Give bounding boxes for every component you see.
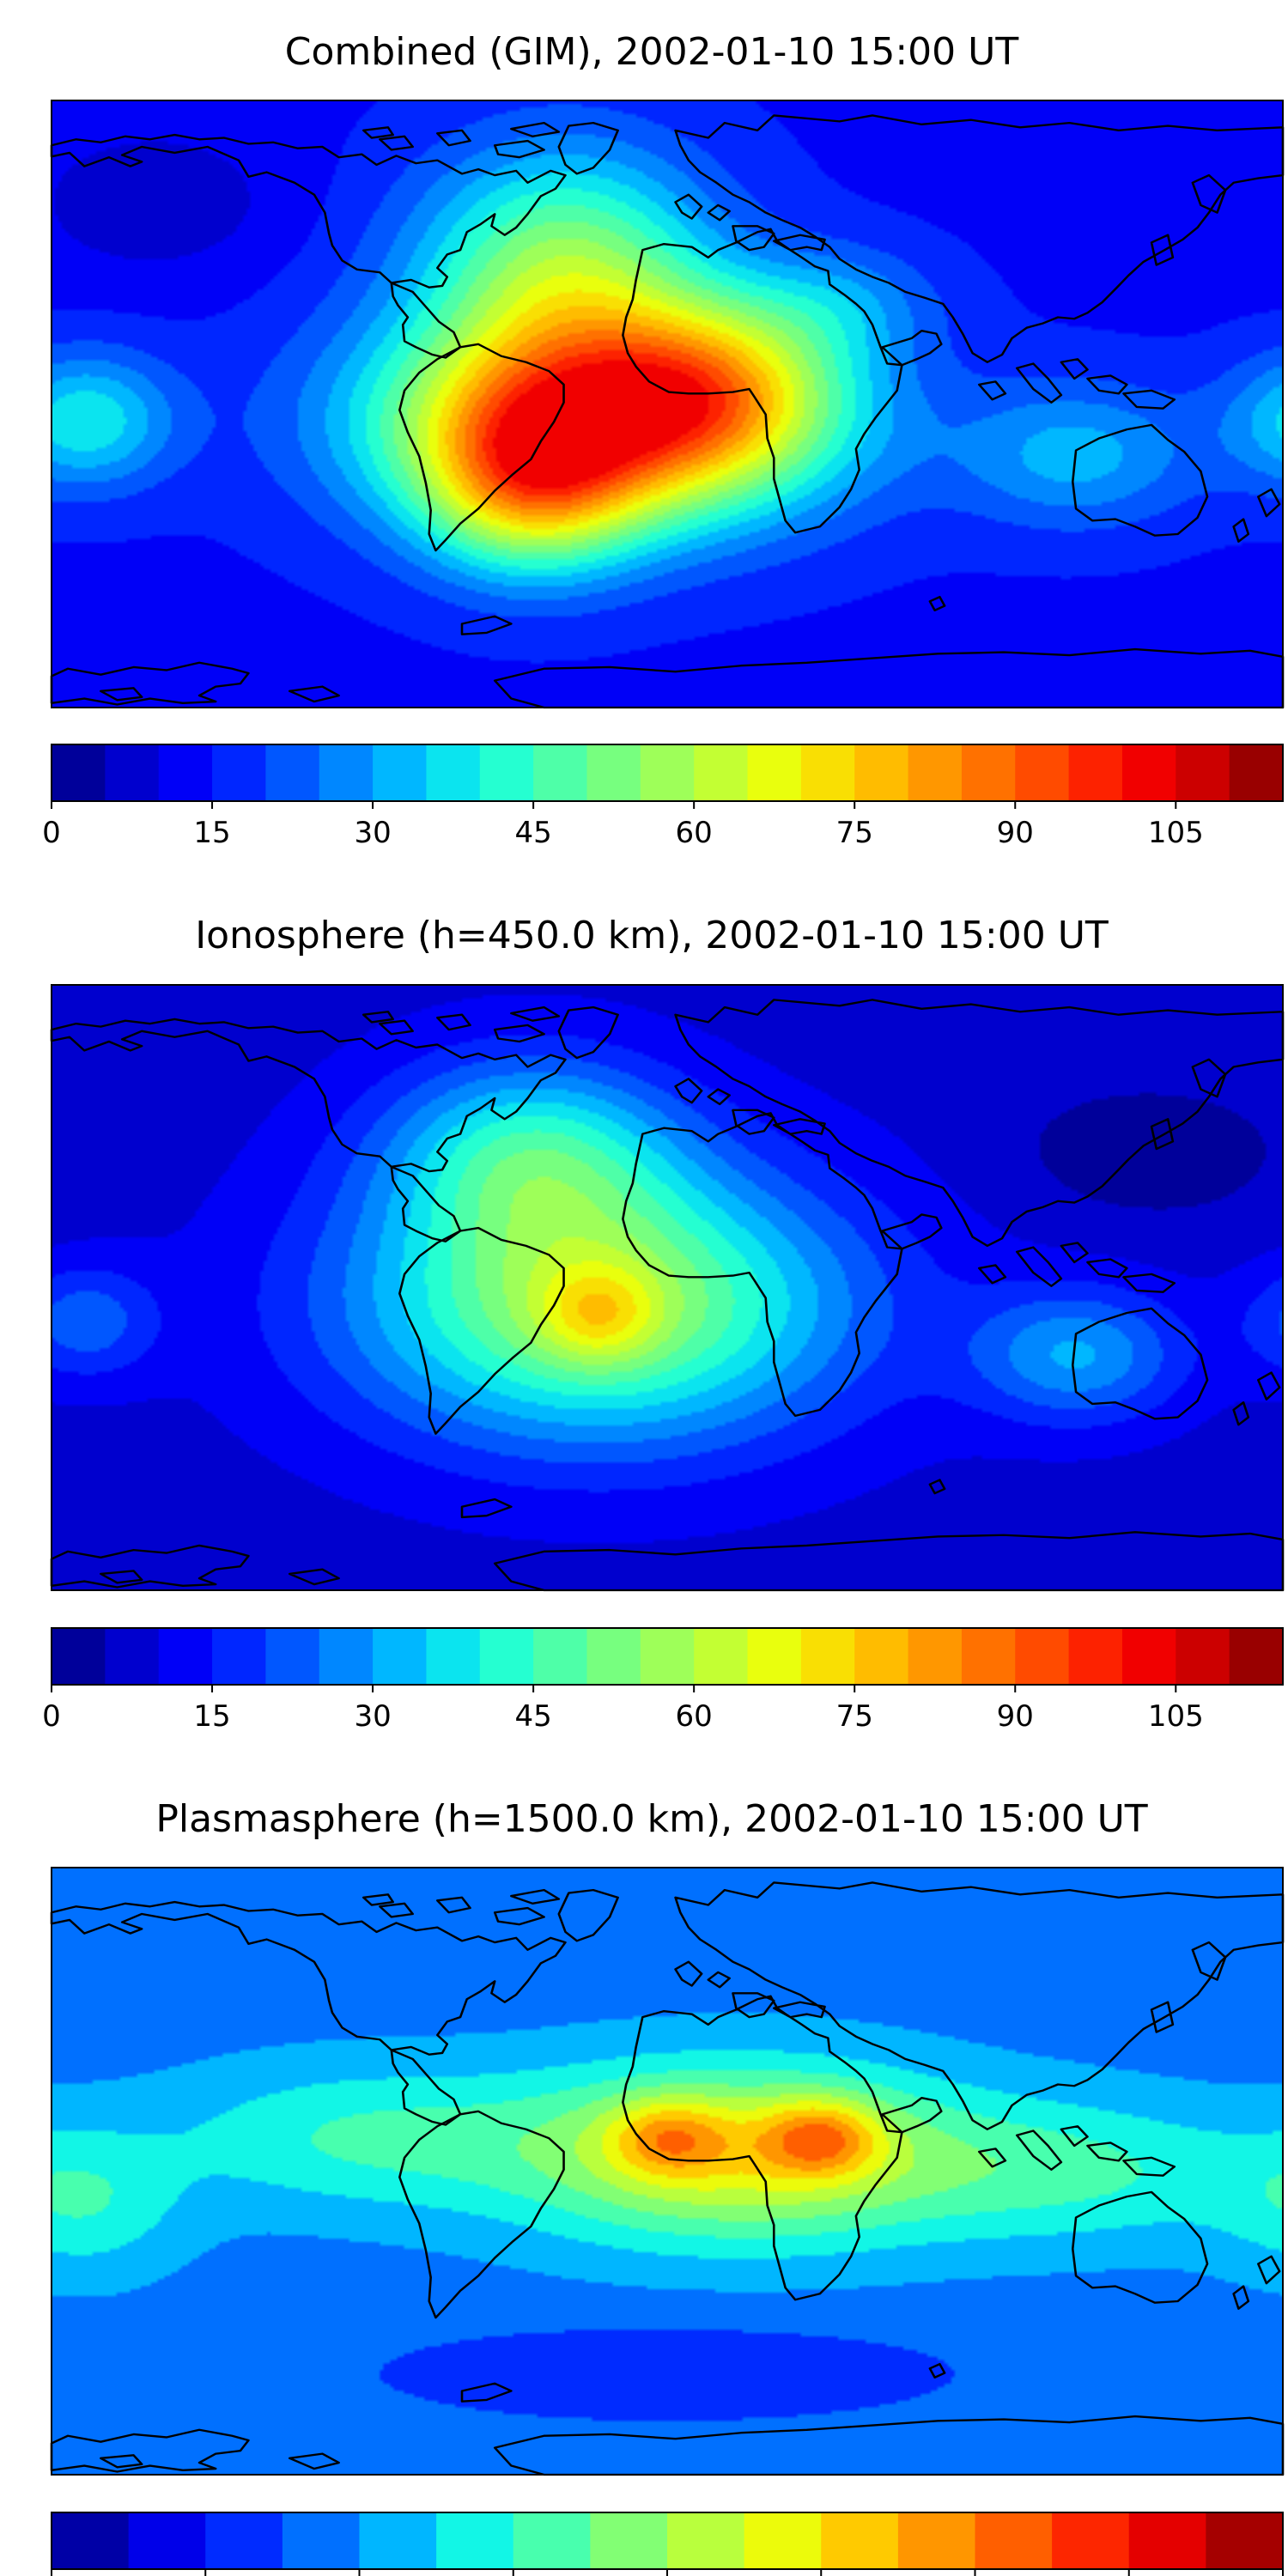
colorbar-frame — [51, 744, 1284, 802]
heatmap-field — [52, 100, 1283, 708]
map-frame — [51, 984, 1284, 1591]
colorbar-tick-label: 45 — [514, 816, 551, 850]
colorbar-segment — [373, 744, 428, 801]
colorbar-combined-gim: 0 15 30 45 60 75 90 105 — [42, 744, 1284, 850]
colorbar-segment — [800, 1628, 855, 1685]
colorbar-tick-label: 30 — [354, 816, 391, 850]
panel-plasmasphere — [50, 1867, 1285, 2476]
colorbar-tick-label: 90 — [997, 816, 1034, 850]
colorbar-segment — [1121, 744, 1176, 801]
colorbar-segment — [586, 1628, 641, 1685]
colorbar-segment — [52, 2512, 130, 2569]
colorbar-segment — [158, 744, 213, 801]
colorbar-segment — [426, 1628, 481, 1685]
colorbar-segment — [1206, 2512, 1284, 2569]
colorbar-tick-label: 90 — [997, 1699, 1034, 1734]
colorbar-segment — [1052, 2512, 1130, 2569]
colorbar-segment — [212, 744, 266, 801]
colorbar-segment — [1229, 744, 1284, 801]
colorbar-segment — [319, 744, 374, 801]
colorbar-segment — [1229, 1628, 1284, 1685]
colorbar-segment — [640, 744, 695, 801]
colorbar-segment — [975, 2512, 1053, 2569]
panel-ionosphere — [50, 984, 1285, 1592]
colorbar-segment — [1015, 1628, 1070, 1685]
colorbar-segment — [52, 744, 106, 801]
colorbar-segment — [265, 744, 320, 801]
colorbar-segment — [747, 1628, 802, 1685]
colorbar-segment — [586, 744, 641, 801]
colorbar-segment — [640, 1628, 695, 1685]
colorbar-segment — [1068, 744, 1123, 801]
colorbar-tick-label: 60 — [676, 816, 713, 850]
colorbar-segment — [854, 744, 909, 801]
colorbar-segment — [667, 2512, 745, 2569]
colorbar-segment — [1128, 2512, 1206, 2569]
colorbar-tick-label: 0 — [42, 816, 61, 850]
colorbar-segment — [854, 1628, 909, 1685]
panel-1-title: Combined (GIM), 2002-01-10 15:00 UT — [285, 30, 1019, 74]
colorbar-ionosphere: 0 15 30 45 60 75 90 105 — [42, 1627, 1284, 1734]
colorbar-segment — [105, 1628, 160, 1685]
colorbar-segment — [590, 2512, 668, 2569]
colorbar-tick-label: 75 — [836, 1699, 873, 1734]
colorbar-segment — [436, 2512, 514, 2569]
colorbar-segment — [282, 2512, 361, 2569]
heatmap-field — [52, 1868, 1283, 2475]
colorbar-segment — [513, 2512, 591, 2569]
colorbar-segment — [533, 744, 588, 801]
colorbar-segment — [961, 744, 1016, 801]
colorbar-tick-label: 0 — [42, 1699, 61, 1734]
colorbar-segment — [128, 2512, 206, 2569]
colorbar-segment — [821, 2512, 899, 2569]
colorbar-segment — [359, 2512, 437, 2569]
colorbar-segment — [897, 2512, 976, 2569]
heatmap-field — [52, 985, 1283, 1590]
colorbar-segment — [479, 1628, 534, 1685]
colorbar-segment — [800, 744, 855, 801]
colorbar-tick-label: 45 — [514, 1699, 551, 1734]
colorbar-segment — [1121, 1628, 1176, 1685]
colorbar-segment — [1176, 1628, 1230, 1685]
panel-2-title: Ionosphere (h=450.0 km), 2002-01-10 15:0… — [195, 914, 1109, 957]
colorbar-tick-label: 105 — [1148, 816, 1204, 850]
colorbar-segment — [319, 1628, 374, 1685]
colorbar-segment — [1176, 744, 1230, 801]
colorbar-segment — [908, 744, 963, 801]
colorbar-segment — [205, 2512, 283, 2569]
colorbar-segment — [694, 744, 749, 801]
colorbar-segment — [212, 1628, 266, 1685]
colorbar-tick-label: 15 — [193, 1699, 230, 1734]
map-frame — [51, 100, 1284, 708]
colorbar-segment — [52, 1628, 106, 1685]
colorbar-segment — [158, 1628, 213, 1685]
colorbar-segment — [961, 1628, 1016, 1685]
colorbar-segment — [265, 1628, 320, 1685]
colorbar-segment — [908, 1628, 963, 1685]
colorbar-segment — [747, 744, 802, 801]
map-frame — [51, 1867, 1284, 2476]
colorbar-segment — [533, 1628, 588, 1685]
colorbar-segment — [694, 1628, 749, 1685]
colorbar-tick-label: 30 — [354, 1699, 391, 1734]
panel-combined-gim — [50, 100, 1285, 709]
colorbar-tick-label: 105 — [1148, 1699, 1204, 1734]
colorbar-tick-label: 75 — [836, 816, 873, 850]
colorbar-segment — [1068, 1628, 1123, 1685]
colorbar-tick-label: 15 — [193, 816, 230, 850]
colorbar-segment — [373, 1628, 428, 1685]
colorbar-segment — [105, 744, 160, 801]
colorbar-segment — [426, 744, 481, 801]
panel-3-title: Plasmasphere (h=1500.0 km), 2002-01-10 1… — [155, 1797, 1147, 1841]
colorbar-frame — [51, 1627, 1284, 1686]
colorbar-segment — [744, 2512, 822, 2569]
colorbar-segment — [479, 744, 534, 801]
colorbar-segment — [1015, 744, 1070, 801]
colorbar-plasmasphere: 0510152025303540 — [51, 2512, 1284, 2576]
colorbar-tick-label: 60 — [676, 1699, 713, 1734]
